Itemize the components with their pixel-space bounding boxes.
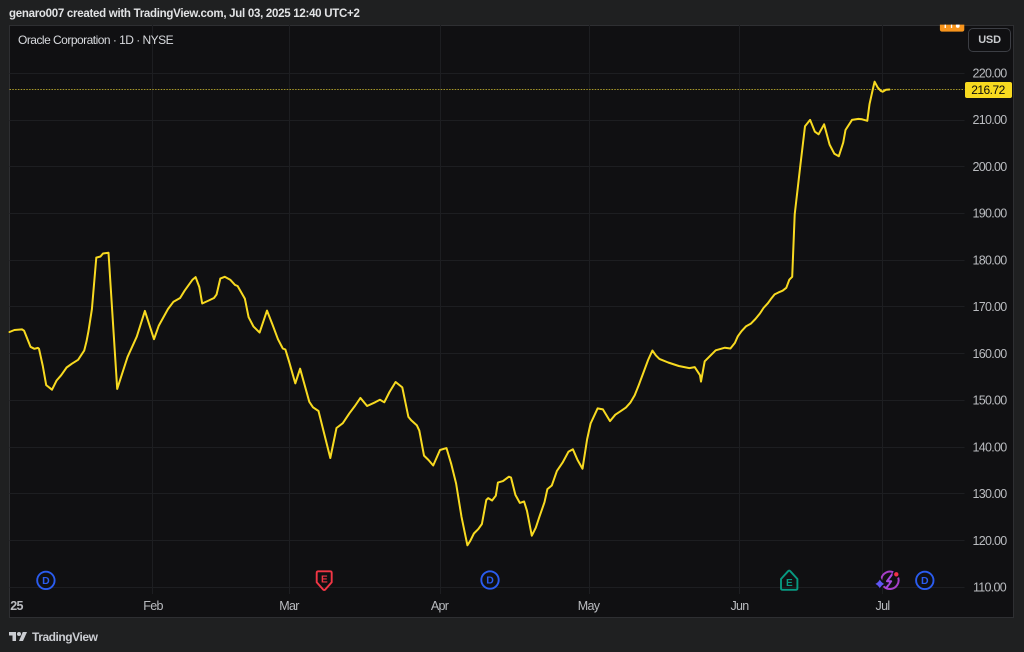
svg-text:160.00: 160.00 [972, 347, 1007, 361]
svg-text:Jun: Jun [730, 599, 749, 613]
svg-text:Mar: Mar [279, 599, 299, 613]
svg-text:Apr: Apr [431, 599, 449, 613]
svg-text:E: E [786, 578, 793, 589]
svg-text:110.00: 110.00 [973, 581, 1007, 595]
svg-text:E: E [321, 574, 328, 585]
svg-text:140.00: 140.00 [972, 440, 1007, 454]
svg-text:D: D [921, 575, 929, 587]
svg-text:Jul: Jul [876, 599, 890, 613]
svg-text:190.00: 190.00 [972, 207, 1007, 221]
svg-text:Feb: Feb [143, 599, 163, 613]
svg-text:May: May [578, 599, 601, 613]
svg-text:D: D [42, 575, 50, 587]
svg-text:200.00: 200.00 [972, 160, 1007, 174]
svg-text:180.00: 180.00 [972, 253, 1007, 267]
svg-text:D: D [486, 575, 494, 587]
svg-text:210.00: 210.00 [972, 113, 1007, 127]
svg-text:130.00: 130.00 [972, 487, 1007, 501]
svg-text:220.00: 220.00 [972, 67, 1007, 81]
svg-text:170.00: 170.00 [972, 300, 1007, 314]
svg-text:150.00: 150.00 [972, 394, 1007, 408]
svg-text:120.00: 120.00 [972, 534, 1007, 548]
svg-text:25: 25 [10, 599, 23, 613]
